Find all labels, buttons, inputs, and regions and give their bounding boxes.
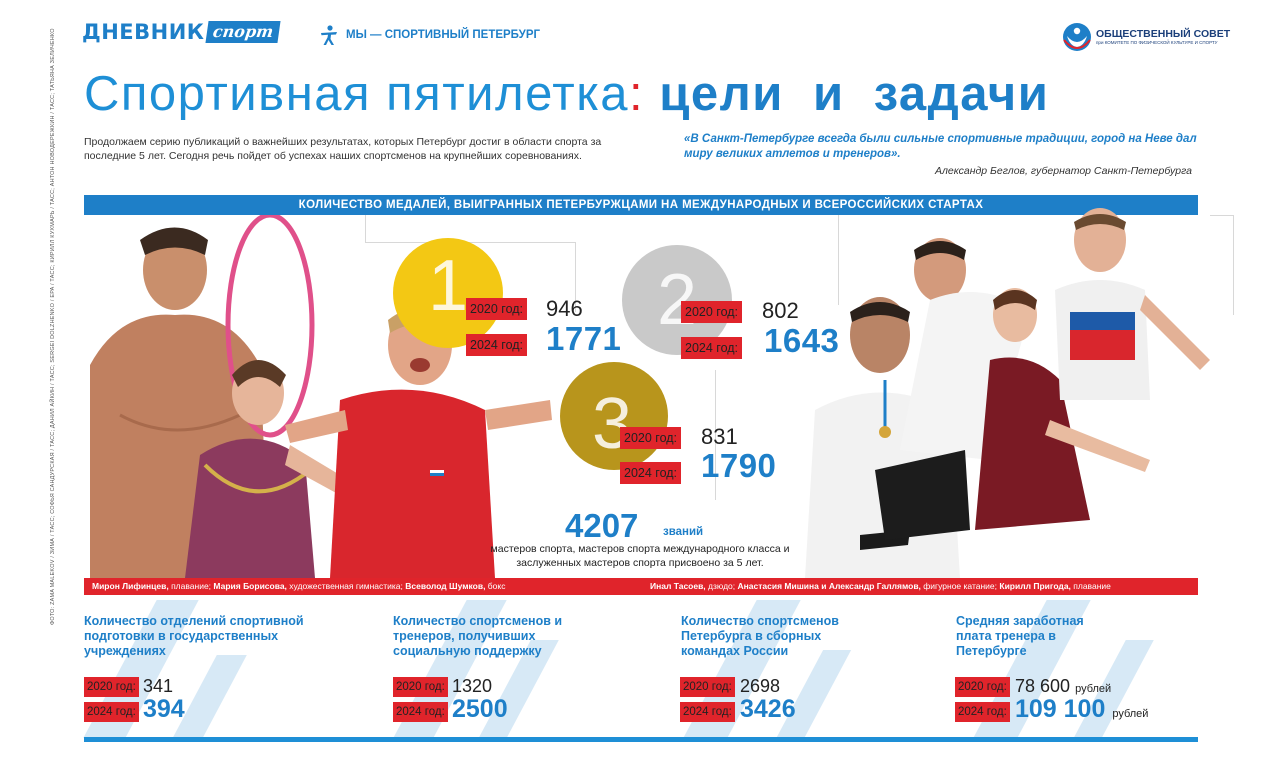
stat-2024-label: 2024 год:: [955, 702, 1010, 722]
bronze-medal-circle: [560, 362, 668, 470]
titles-count: 4207: [565, 507, 639, 544]
gold-medal-circle: [393, 238, 503, 348]
stat-2020-value: 341: [143, 676, 174, 696]
caption-sport: бокс: [485, 581, 506, 591]
stat-2024-label: 2024 год:: [84, 702, 139, 722]
caption-name: Инал Тасоев,: [650, 581, 706, 591]
council-title: ОБЩЕСТВЕННЫЙ СОВЕТ: [1096, 27, 1231, 40]
stat-2020-label: 2020 год:: [393, 677, 448, 697]
logo-dnevnik-sport[interactable]: ДНЕВНИК спорт: [82, 18, 282, 46]
caption-name: Анастасия Мишина и Александр Галлямов,: [737, 581, 921, 591]
photo-credits-text: ФОТО: ZAMA MALEKOV / ЗИМА / ТАСС; СОФЬЯ …: [50, 28, 56, 625]
gold-2024-value: 1771: [546, 320, 622, 357]
titles-word: званий: [663, 526, 704, 538]
stat-2024-number: 109 100: [1015, 695, 1106, 723]
gymnastics-hoop: [225, 215, 315, 438]
caption-name: Мирон Лифинцев,: [92, 581, 169, 591]
swimmer-right-figure: [1055, 208, 1210, 400]
stat-2024-value: 3426: [740, 695, 796, 723]
gold-2020-value: 946: [546, 296, 583, 321]
frame-line: [715, 370, 716, 500]
title-colon: :: [628, 67, 645, 121]
governor-quote: «В Санкт-Петербурге всегда были сильные …: [684, 133, 1197, 160]
stat-2024-label: 2024 год:: [680, 702, 735, 722]
caption-sport: плавание;: [168, 581, 214, 591]
logo-public-council[interactable]: ОБЩЕСТВЕННЫЙ СОВЕТ при КОМИТЕТЕ ПО ФИЗИЧ…: [1062, 22, 1230, 52]
caption-sport: плавание: [1070, 581, 1111, 591]
caption-name: Мария Борисова,: [213, 581, 287, 591]
gold-2024-label: 2024 год:: [466, 334, 528, 356]
intro-paragraph: Продолжаем серию публикаций о важнейших …: [84, 136, 602, 162]
logo-sport-word: спорт: [205, 21, 282, 43]
stat-2020-value: 1320: [452, 676, 493, 696]
silver-2024-value: 1643: [764, 322, 840, 359]
gold-place-number: 1: [427, 246, 469, 326]
photo-credits: ФОТО: ZAMA MALEKOV / ЗИМА / ТАСС; СОФЬЯ …: [50, 28, 62, 625]
captions-right: Инал Тасоев, дзюдо; Анастасия Мишина и А…: [650, 578, 1111, 595]
quote-author: Александр Беглов, губернатор Санкт-Петер…: [935, 165, 1192, 177]
stat-2024-value: 394: [143, 695, 185, 723]
stat-title: Количество спортсменов и тренеров, получ…: [393, 614, 563, 658]
photo-captions-bar: Мирон Лифинцев, плавание; Мария Борисова…: [84, 578, 1198, 595]
bottom-rule: [84, 737, 1198, 742]
runner-icon: [321, 25, 337, 45]
titles-description: мастеров спорта, мастеров спорта междуна…: [490, 543, 790, 569]
bronze-2020-value: 831: [701, 424, 738, 449]
silver-2020-label: 2020 год:: [681, 301, 743, 323]
stat-2020-label: 2020 год:: [84, 677, 139, 697]
stat-unit: рублей: [1112, 708, 1149, 720]
athletes-photo-left: [90, 215, 552, 578]
frame-line: [1233, 215, 1234, 315]
stat-unit: рублей: [1075, 683, 1112, 695]
stat-2024-value: 109 100 рублей: [1015, 696, 1148, 727]
stat-2020-value: 2698: [740, 676, 781, 696]
silver-place-number: 2: [656, 260, 698, 340]
caption-sport: дзюдо;: [705, 581, 738, 591]
stat-title: Количество отделений спортивной подготов…: [84, 614, 304, 658]
bronze-2020-label: 2020 год:: [620, 427, 682, 449]
stat-2020-label: 2020 год:: [680, 677, 735, 697]
captions-left: Мирон Лифинцев, плавание; Мария Борисова…: [92, 578, 505, 595]
stat-2024-label: 2024 год:: [393, 702, 448, 722]
decor-stripe: [776, 650, 852, 737]
medals-banner: КОЛИЧЕСТВО МЕДАЛЕЙ, ВЫИГРАННЫХ ПЕТЕРБУРЖ…: [84, 195, 1198, 215]
bronze-2024-value: 1790: [701, 447, 777, 484]
athletes-photo-right: [805, 208, 1210, 578]
frame-line: [838, 215, 839, 305]
stat-2024-value: 2500: [452, 695, 508, 723]
bronze-place-number: 3: [591, 384, 633, 464]
title-part2: цели и задачи: [659, 67, 1050, 121]
stat-2020-label: 2020 год:: [955, 677, 1010, 697]
frame-line: [365, 215, 366, 243]
frame-line: [1210, 215, 1234, 216]
title-part1: Спортивная пятилетка: [84, 67, 629, 121]
bronze-2024-label: 2024 год:: [620, 462, 682, 484]
figure-skaters: [875, 238, 1150, 540]
stat-title: Количество спортсменов Петербурга в сбор…: [681, 614, 839, 658]
caption-name: Кирилл Пригода,: [999, 581, 1071, 591]
stat-2020-value: 78 600 рублей: [1015, 676, 1111, 699]
logo-my-text: МЫ — СПОРТИВНЫЙ ПЕТЕРБУРГ: [346, 29, 541, 41]
gold-2020-label: 2020 год:: [466, 298, 528, 320]
logo-dnevnik-word: ДНЕВНИК: [82, 20, 205, 44]
caption-sport: фигурное катание;: [920, 581, 1000, 591]
council-emblem-icon: [1063, 23, 1091, 51]
stat-title: Средняя заработная плата тренера в Петер…: [956, 614, 1084, 658]
logo-my-sport-petersburg[interactable]: МЫ — СПОРТИВНЫЙ ПЕТЕРБУРГ: [318, 22, 540, 48]
caption-name: Всеволод Шумков,: [405, 581, 486, 591]
silver-2024-label: 2024 год:: [681, 337, 743, 359]
frame-line: [575, 242, 576, 312]
gymnast-figure: [185, 360, 365, 578]
caption-sport: художественная гимнастика;: [286, 581, 406, 591]
silver-2020-value: 802: [762, 298, 799, 323]
silver-medal-circle: [622, 245, 732, 355]
stat-2020-number: 78 600: [1015, 676, 1071, 696]
council-subtitle: при КОМИТЕТЕ ПО ФИЗИЧЕСКОЙ КУЛЬТУРЕ И СП…: [1096, 39, 1218, 45]
page-title: Спортивная пятилетка: цели и задачи: [84, 60, 1049, 128]
